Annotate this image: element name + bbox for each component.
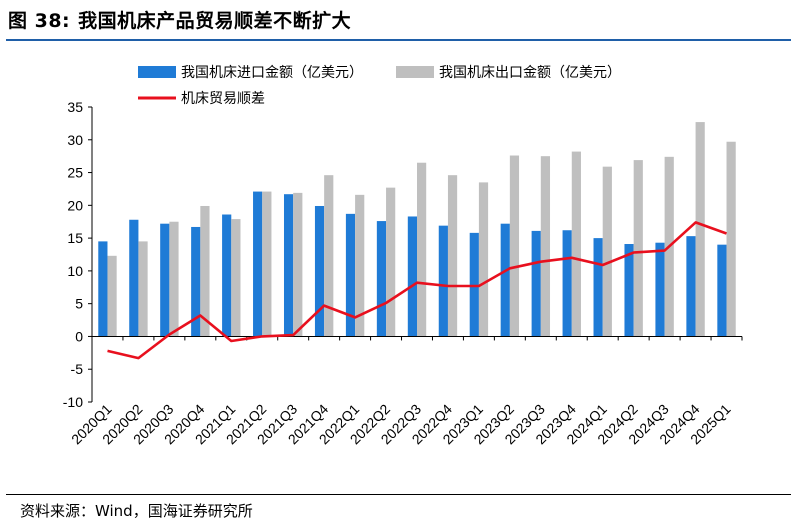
figure-title: 图 38: 我国机床产品贸易顺差不断扩大 (8, 6, 351, 33)
y-tick-label: 25 (67, 165, 83, 181)
y-tick-label: 30 (67, 132, 83, 148)
export-bar (200, 205, 210, 337)
chart-legend: 我国机床进口金额（亿美元） 我国机床出口金额（亿美元） 机床贸易顺差 (138, 65, 621, 107)
import-bar (345, 213, 356, 337)
export-bar (386, 187, 396, 337)
import-bar (438, 225, 448, 337)
legend-swatch (396, 66, 434, 78)
import-bar (500, 223, 510, 337)
legend-label: 机床贸易顺差 (181, 91, 265, 107)
import-bar (655, 242, 665, 337)
import-bar (624, 244, 634, 337)
export-bar (540, 156, 551, 337)
import-bar (376, 221, 387, 337)
export-bar (571, 151, 581, 337)
import-bar (98, 241, 108, 337)
export-bar (633, 160, 643, 337)
trade-surplus-line (107, 221, 727, 360)
import-bar (314, 205, 325, 337)
import-bar (717, 244, 727, 337)
y-tick-label: 35 (67, 99, 83, 115)
x-tick-labels: 2020Q12020Q22020Q32020Q42021Q12021Q22021… (68, 401, 734, 448)
legend-label: 我国机床出口金额（亿美元） (439, 65, 621, 81)
import-bar (407, 216, 417, 337)
bar-layer (98, 122, 736, 337)
source-divider (6, 494, 791, 495)
import-bar (253, 191, 263, 337)
import-bar (469, 232, 479, 337)
y-tick-labels: -10 -5 0 5 10 15 20 25 30 35 (63, 99, 83, 410)
export-bar (417, 162, 427, 337)
y-tick-label: 5 (75, 296, 83, 312)
y-tick-label: -5 (71, 361, 84, 377)
export-bar (262, 191, 272, 337)
import-bar (191, 226, 201, 337)
import-bar (160, 223, 170, 337)
y-tick-label: -10 (63, 394, 83, 410)
import-bar (222, 214, 232, 337)
import-bar (129, 219, 139, 337)
import-bar (283, 194, 294, 337)
source-note: 资料来源：Wind，国海证券研究所 (20, 502, 253, 520)
line-layer (107, 221, 727, 360)
legend-swatch (138, 66, 176, 78)
export-bar (231, 219, 241, 337)
export-bar (509, 155, 520, 337)
export-bar (602, 166, 612, 337)
y-tick-label: 15 (67, 230, 83, 246)
export-bar (478, 182, 489, 337)
export-bar (355, 194, 365, 337)
export-bar (726, 141, 736, 337)
export-bar (107, 255, 117, 337)
export-bar (169, 221, 179, 337)
figure-title-text: 我国机床产品贸易顺差不断扩大 (78, 10, 352, 32)
y-tick-label: 20 (67, 197, 83, 213)
import-bar (686, 236, 696, 337)
legend-label: 我国机床进口金额（亿美元） (181, 65, 363, 81)
export-bar (138, 241, 148, 337)
title-divider (6, 39, 791, 41)
export-bar (695, 122, 705, 337)
import-bar (593, 238, 603, 337)
export-bar (447, 175, 458, 337)
import-bar (531, 230, 541, 337)
axes-layer (88, 106, 743, 403)
import-bar (562, 230, 572, 337)
y-tick-label: 10 (67, 263, 83, 279)
export-bar (324, 175, 334, 337)
export-bar (293, 192, 303, 337)
figure-number: 图 38: (8, 10, 71, 32)
y-tick-label: 0 (75, 328, 83, 344)
